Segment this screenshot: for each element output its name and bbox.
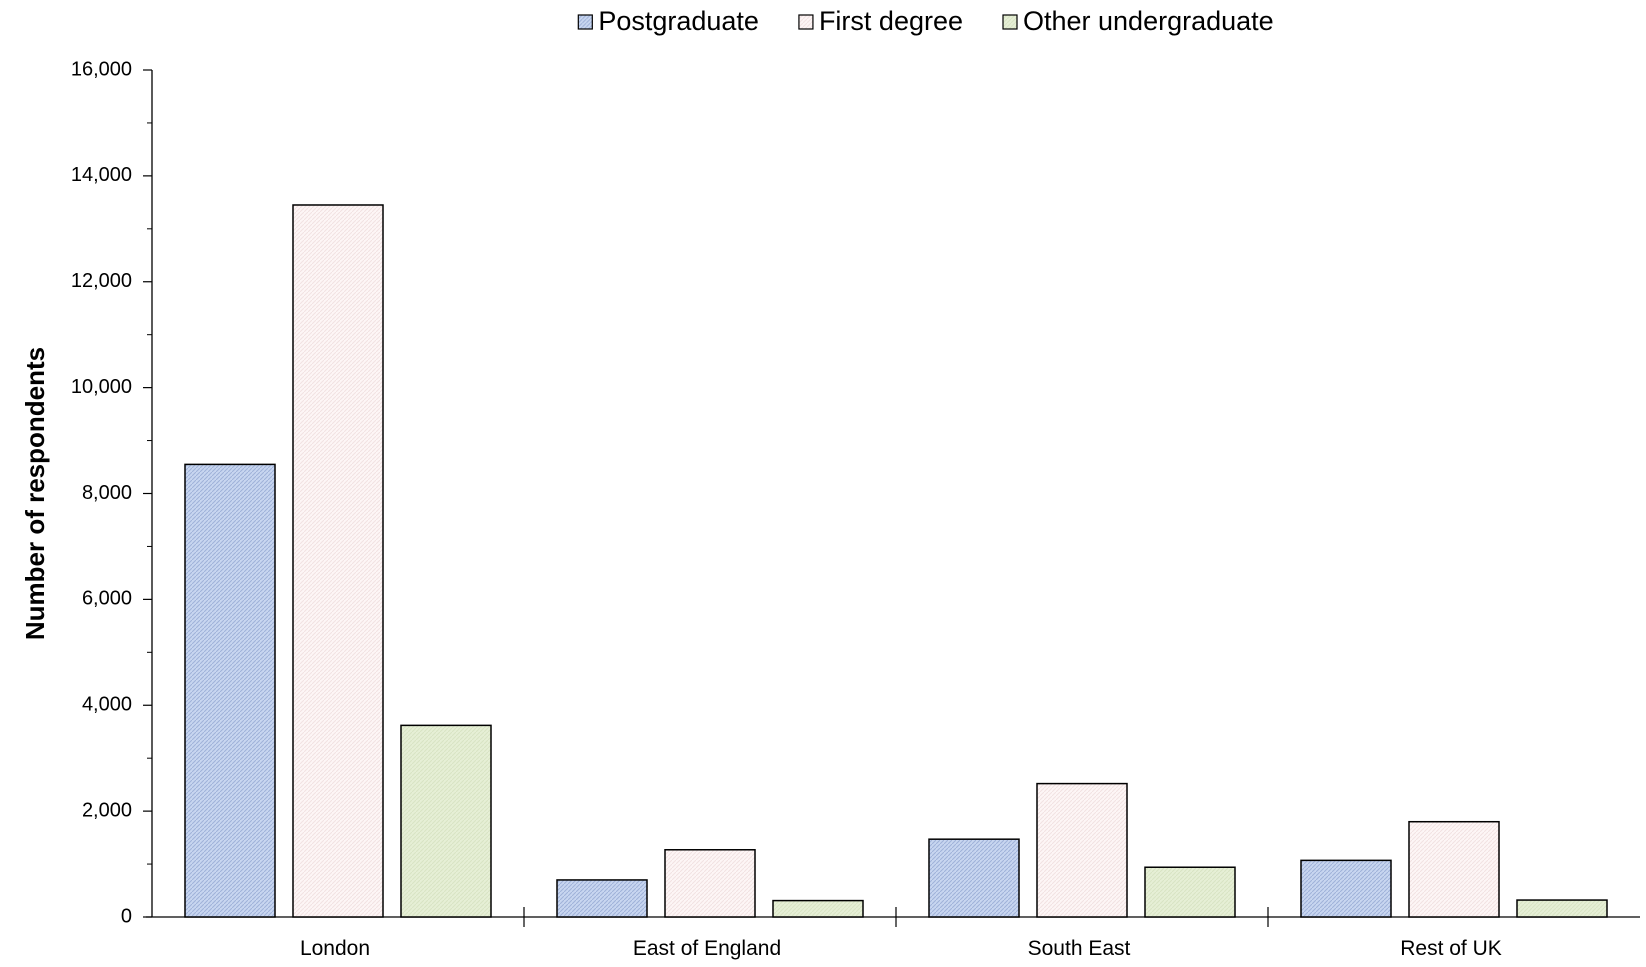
bar-other-undergraduate	[772, 899, 864, 918]
x-category-label: Rest of UK	[1400, 937, 1502, 960]
legend-item: First degree	[798, 6, 963, 36]
y-tick-label: 14,000	[71, 164, 132, 186]
bar-postgraduate	[556, 879, 648, 918]
legend-swatch	[798, 14, 814, 30]
legend-item: Other undergraduate	[1002, 6, 1274, 36]
legend-item: Postgraduate	[577, 6, 759, 36]
legend-label: Other undergraduate	[1023, 6, 1274, 36]
y-tick-label: 2,000	[82, 799, 132, 821]
bar-postgraduate	[184, 463, 276, 918]
y-tick-label: 6,000	[82, 588, 132, 610]
legend-swatch	[577, 14, 593, 30]
y-axis-title: Number of respondents	[20, 347, 50, 640]
bar-first-degree	[1408, 820, 1500, 918]
legend-label: First degree	[819, 6, 963, 36]
y-tick-label: 12,000	[71, 270, 132, 292]
bar-other-undergraduate	[1516, 899, 1608, 918]
bar-postgraduate	[1300, 859, 1392, 918]
y-tick-label: 0	[121, 905, 132, 927]
x-category-label: East of England	[633, 937, 781, 960]
x-category-label: South East	[1028, 937, 1131, 960]
y-tick-label: 4,000	[82, 694, 132, 716]
y-tick-label: 10,000	[71, 376, 132, 398]
bars	[184, 204, 1608, 918]
x-category-label: London	[300, 937, 370, 960]
bar-first-degree	[664, 849, 756, 918]
axes: 0 2,000 4,000 6,000 8,000 10,000 12,000 14,000 1…	[71, 58, 1640, 960]
legend-swatch	[1002, 14, 1018, 30]
bar-postgraduate	[928, 838, 1020, 918]
bar-other-undergraduate	[1144, 866, 1236, 918]
bar-first-degree	[1036, 782, 1128, 918]
bar-other-undergraduate	[400, 724, 492, 918]
y-tick-label: 8,000	[82, 482, 132, 504]
legend-label: Postgraduate	[598, 6, 759, 36]
y-tick-label: 16,000	[71, 58, 132, 80]
bar-first-degree	[292, 204, 384, 918]
legend: Postgraduate First degree Other undergradu…	[577, 6, 1274, 36]
